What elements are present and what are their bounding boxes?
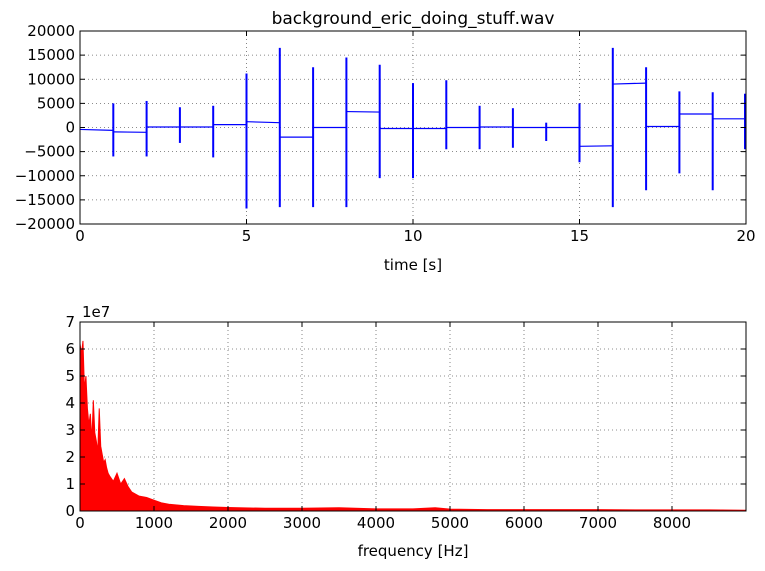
y-tick-label: 5 xyxy=(65,367,75,385)
spectrum-plot: 0 1000 2000 3000 4000 5000 6000 7000 8000 7 6 5 4 3 2 1… xyxy=(65,303,747,560)
x-tick-label: 1000 xyxy=(135,514,173,532)
y-tick-label: −20000 xyxy=(15,215,75,233)
waveform-title: background_eric_doing_stuff.wav xyxy=(272,9,555,29)
x-tick-label: 4000 xyxy=(357,514,395,532)
spectrum-series xyxy=(79,340,747,512)
waveform-series xyxy=(79,47,746,209)
waveform-xlabel: time [s] xyxy=(384,256,442,274)
x-tick-label: 5 xyxy=(242,227,252,245)
spectrum-frame xyxy=(79,321,747,512)
y-tick-label: −15000 xyxy=(15,191,75,209)
x-tick-label: 8000 xyxy=(653,514,691,532)
x-tick-label: 10 xyxy=(403,227,422,245)
x-tick-label: 2000 xyxy=(209,514,247,532)
y-tick-label: 5000 xyxy=(37,94,75,112)
waveform-plot: background_eric_doing_stuff.wav 0 5 10 15 20… xyxy=(15,9,756,274)
x-tick-label: 15 xyxy=(570,227,589,245)
waveform-ticks: 0 5 10 15 20 20000 15000 10000 5000 0 −5000 −10000 −… xyxy=(15,22,756,245)
spectrum-area xyxy=(79,340,747,512)
x-tick-label: 7000 xyxy=(579,514,617,532)
x-tick-label: 6000 xyxy=(505,514,543,532)
waveform-segment xyxy=(246,121,280,124)
y-tick-label: 7 xyxy=(65,313,75,331)
spectrum-grid xyxy=(79,321,746,512)
spectrum-xlabel: frequency [Hz] xyxy=(358,542,469,560)
y-tick-label: 1 xyxy=(65,475,75,493)
spectrum-ticks: 0 1000 2000 3000 4000 5000 6000 7000 8000 7 6 5 4 3 2 1… xyxy=(65,313,746,532)
x-tick-label: 5000 xyxy=(431,514,469,532)
y-tick-label: −5000 xyxy=(24,143,75,161)
waveform-segment xyxy=(612,82,647,85)
y-tick-label: 20000 xyxy=(27,22,75,40)
y-tick-label: 10000 xyxy=(27,70,75,88)
y-tick-label: 4 xyxy=(65,394,75,412)
y-tick-label: 3 xyxy=(65,421,75,439)
y-tick-label: 0 xyxy=(65,502,75,520)
y-tick-label: 15000 xyxy=(27,46,75,64)
waveform-frame xyxy=(79,30,747,225)
y-tick-label: −10000 xyxy=(15,167,75,185)
x-tick-label: 3000 xyxy=(283,514,321,532)
y-tick-label: 0 xyxy=(65,119,75,137)
y-tick-label: 2 xyxy=(65,448,75,466)
waveform-segment xyxy=(79,128,114,131)
x-tick-label: 20 xyxy=(736,227,755,245)
spectrum-multiplier-label: 1e7 xyxy=(82,303,110,321)
y-tick-label: 6 xyxy=(65,340,75,358)
x-tick-label: 0 xyxy=(75,514,85,532)
x-tick-label: 0 xyxy=(75,227,85,245)
